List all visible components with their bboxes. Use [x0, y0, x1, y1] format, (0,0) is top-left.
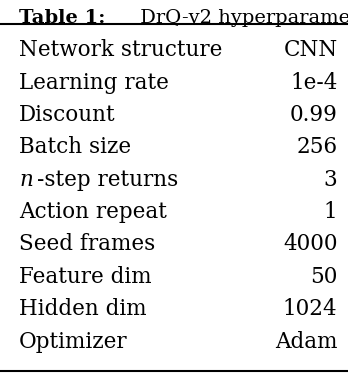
Text: 3: 3: [324, 169, 338, 191]
Text: -step returns: -step returns: [37, 169, 178, 191]
Text: Optimizer: Optimizer: [19, 331, 128, 353]
Text: 1: 1: [324, 201, 338, 223]
Text: Batch size: Batch size: [19, 136, 131, 159]
Text: 1e-4: 1e-4: [290, 72, 338, 94]
Text: Action repeat: Action repeat: [19, 201, 167, 223]
Text: Hidden dim: Hidden dim: [19, 298, 147, 320]
Text: 256: 256: [296, 136, 338, 159]
Text: Learning rate: Learning rate: [19, 72, 169, 94]
Text: DrQ-v2 hyperparameters.: DrQ-v2 hyperparameters.: [134, 9, 348, 27]
Text: Feature dim: Feature dim: [19, 266, 152, 288]
Text: 50: 50: [310, 266, 338, 288]
Text: 1024: 1024: [283, 298, 338, 320]
Text: n: n: [19, 169, 33, 191]
Text: CNN: CNN: [283, 39, 338, 62]
Text: Adam: Adam: [275, 331, 338, 353]
Text: Table 1:: Table 1:: [19, 9, 105, 27]
Text: Network structure: Network structure: [19, 39, 222, 62]
Text: Discount: Discount: [19, 104, 116, 126]
Text: 0.99: 0.99: [290, 104, 338, 126]
Text: Seed frames: Seed frames: [19, 233, 156, 256]
Text: 4000: 4000: [283, 233, 338, 256]
